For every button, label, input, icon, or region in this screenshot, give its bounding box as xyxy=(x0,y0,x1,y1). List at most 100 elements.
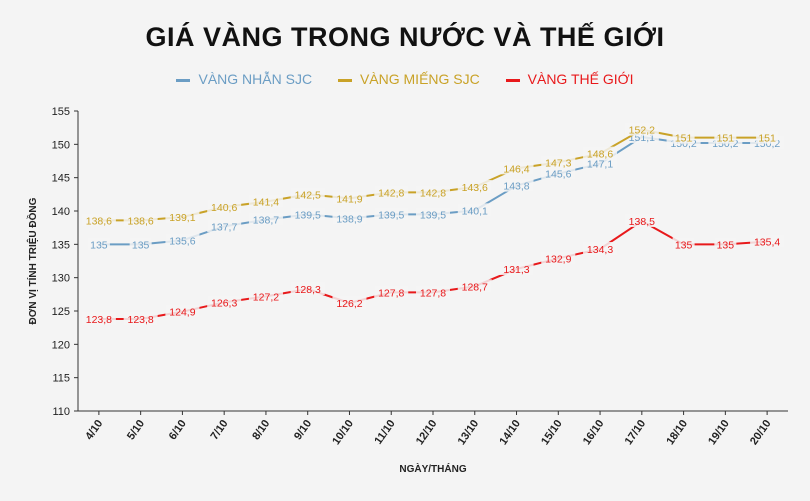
data-label-bg xyxy=(165,304,200,318)
x-tick-label: 20/10 xyxy=(748,418,774,447)
data-label: 138,6 xyxy=(86,215,112,227)
data-label: 143,8 xyxy=(503,181,529,193)
data-label: 127,8 xyxy=(420,287,446,299)
y-tick-label: 135 xyxy=(52,239,70,251)
data-label: 135,4 xyxy=(754,237,780,249)
y-tick-label: 125 xyxy=(52,306,70,318)
data-label-bg xyxy=(374,207,409,221)
data-label-bg xyxy=(248,289,283,303)
data-label-bg xyxy=(332,296,367,309)
data-label: 127,8 xyxy=(378,287,404,299)
data-label: 151 xyxy=(717,133,735,145)
data-label-bg xyxy=(457,203,492,217)
data-label-bg xyxy=(81,312,116,325)
data-label: 140,1 xyxy=(462,205,488,217)
data-label: 147,1 xyxy=(587,159,613,171)
legend-label: VÀNG THẾ GIỚI xyxy=(527,71,634,87)
data-label-bg xyxy=(499,262,534,275)
legend-swatch-icon xyxy=(505,78,520,82)
data-label-bg xyxy=(672,237,695,251)
y-tick-label: 120 xyxy=(52,339,70,351)
data-label-bg xyxy=(87,237,110,251)
data-label-bg xyxy=(583,156,618,170)
data-label-bg xyxy=(374,285,409,299)
data-label: 138,5 xyxy=(629,216,655,228)
data-label-bg xyxy=(129,237,152,251)
data-label-bg xyxy=(123,312,158,325)
data-label-bg xyxy=(541,166,576,180)
data-label-bg xyxy=(374,185,409,199)
data-label: 143,6 xyxy=(462,182,488,194)
data-label-bg xyxy=(624,214,659,227)
data-label: 132,9 xyxy=(545,253,571,265)
data-label-bg xyxy=(81,213,116,227)
data-label: 135 xyxy=(675,239,693,251)
data-label-bg xyxy=(714,237,737,251)
data-label: 147,3 xyxy=(545,157,571,169)
data-label-bg xyxy=(332,211,367,225)
data-label: 139,1 xyxy=(169,212,195,224)
y-axis-title: ĐƠN VỊ TÍNH TRIỆU ĐỒNG xyxy=(26,197,39,324)
x-tick-label: 8/10 xyxy=(250,418,272,442)
data-label: 123,8 xyxy=(128,314,154,326)
data-label-bg xyxy=(756,130,779,144)
data-label: 148,6 xyxy=(587,149,613,161)
y-tick-label: 155 xyxy=(52,106,70,118)
data-label-bg xyxy=(165,210,200,223)
x-tick-label: 10/10 xyxy=(330,418,356,447)
data-label-bg xyxy=(207,295,242,309)
data-label: 139,5 xyxy=(295,209,321,221)
x-tick-label: 13/10 xyxy=(456,418,482,447)
data-label: 142,5 xyxy=(295,189,321,201)
y-tick-label: 150 xyxy=(52,139,70,151)
data-label: 145,6 xyxy=(545,169,571,181)
data-label-bg xyxy=(207,219,242,233)
x-axis-title: NGÀY/THÁNG xyxy=(399,462,466,475)
x-tick-label: 15/10 xyxy=(539,418,565,447)
legend-label: VÀNG NHẪN SJC xyxy=(198,71,313,87)
data-label: 138,6 xyxy=(128,215,154,227)
data-label: 140,6 xyxy=(211,202,237,214)
data-label: 131,3 xyxy=(503,264,529,276)
data-label: 135 xyxy=(717,239,735,251)
x-tick-label: 16/10 xyxy=(581,418,607,447)
legend-swatch-icon xyxy=(337,78,352,82)
x-tick-label: 19/10 xyxy=(706,418,732,447)
x-tick-label: 17/10 xyxy=(623,418,649,447)
data-label-bg xyxy=(583,242,618,255)
data-label-bg xyxy=(499,178,534,192)
x-tick-label: 5/10 xyxy=(125,418,147,442)
data-label: 134,3 xyxy=(587,244,613,256)
data-label-bg xyxy=(672,130,695,144)
x-tick-label: 14/10 xyxy=(497,418,523,447)
legend-item-vang-mieng-sjc: VÀNG MIẾNG SJC xyxy=(337,71,480,87)
data-label: 141,4 xyxy=(253,197,279,209)
data-label: 142,8 xyxy=(378,187,404,199)
data-label-bg xyxy=(750,234,785,248)
data-label-bg xyxy=(583,146,618,160)
x-tick-label: 11/10 xyxy=(372,418,397,447)
data-label-bg xyxy=(457,279,492,293)
data-label-bg xyxy=(624,122,659,136)
data-label: 124,9 xyxy=(169,307,195,319)
data-label: 135 xyxy=(90,239,108,251)
x-tick-label: 6/10 xyxy=(167,418,189,442)
data-label: 141,9 xyxy=(336,193,362,205)
data-label: 135,6 xyxy=(169,235,195,247)
data-label: 127,2 xyxy=(253,291,279,303)
data-label: 126,3 xyxy=(211,297,237,309)
data-label: 128,7 xyxy=(462,281,488,293)
data-label: 138,9 xyxy=(336,213,362,225)
x-tick-label: 18/10 xyxy=(664,418,690,447)
data-label-bg xyxy=(541,251,576,265)
data-label-bg xyxy=(457,180,492,193)
y-tick-label: 110 xyxy=(52,406,70,418)
data-label-bg xyxy=(541,155,576,169)
legend-swatch-icon xyxy=(176,78,191,82)
data-label-bg xyxy=(416,185,450,199)
data-label-bg xyxy=(332,191,367,205)
data-label-bg xyxy=(290,282,325,295)
data-label-bg xyxy=(499,161,534,175)
data-label: 123,8 xyxy=(86,314,112,326)
